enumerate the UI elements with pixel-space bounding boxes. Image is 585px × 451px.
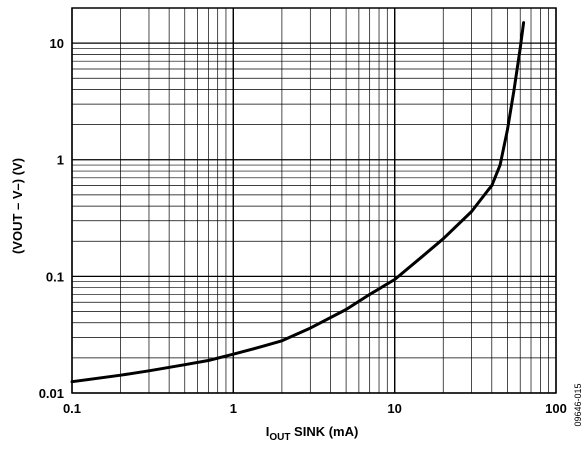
series-line-0 (70, 21, 526, 384)
x-tick-label: 1 (230, 401, 237, 416)
y-tick-label: 0.1 (46, 269, 64, 284)
y-tick-label: 1 (57, 153, 64, 168)
x-tick-label: 10 (387, 401, 401, 416)
plot-frame (71, 7, 557, 394)
series-layer (70, 21, 526, 384)
y-axis-title: (VOUT – V–) (V) (10, 158, 25, 254)
grid-layer (71, 7, 557, 394)
x-axis-title-rest: SINK (mA) (290, 424, 358, 439)
x-axis-title-main: I (266, 424, 270, 439)
y-tick-label: 0.01 (39, 386, 64, 401)
figure-code-label: 09646-015 (573, 383, 583, 426)
x-axis-title: IOUT SINK (mA) (266, 424, 359, 443)
x-axis-title-subscript: OUT (269, 432, 290, 443)
x-tick-label: 100 (545, 401, 567, 416)
x-tick-label: 0.1 (63, 401, 81, 416)
y-tick-label: 10 (50, 36, 64, 51)
